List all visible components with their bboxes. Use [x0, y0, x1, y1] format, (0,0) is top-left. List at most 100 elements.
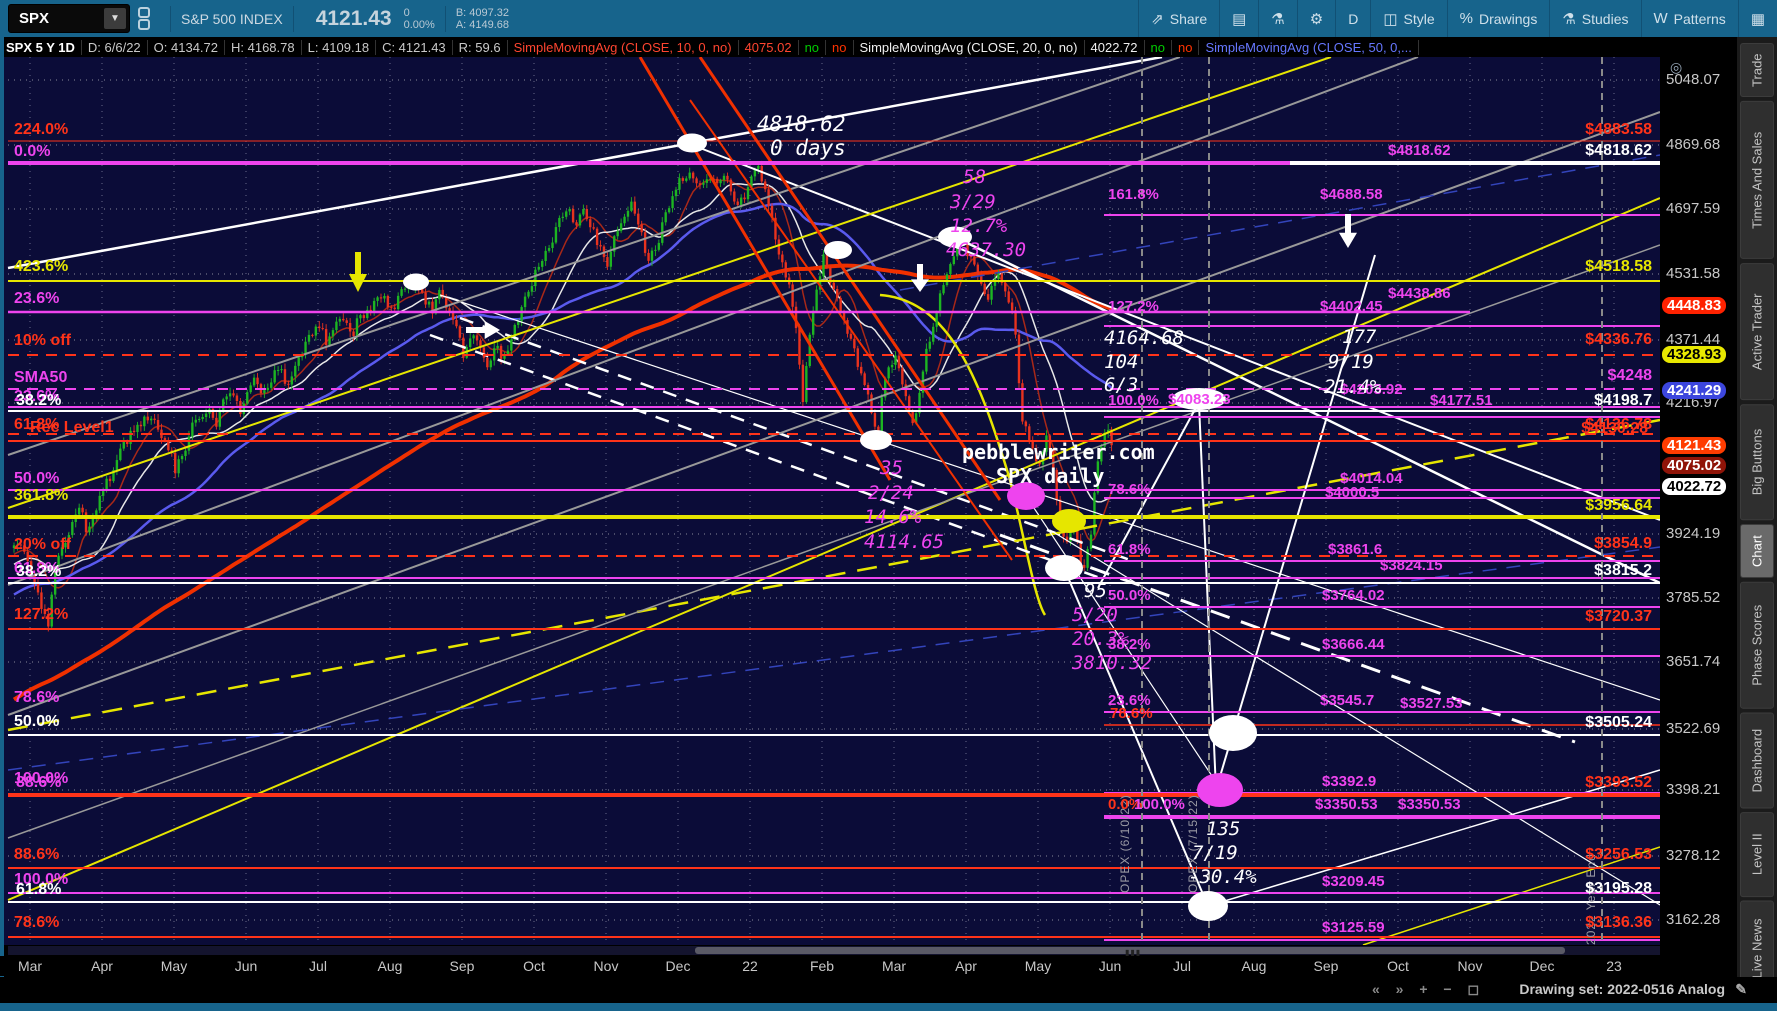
axis-tick: 4869.68	[1666, 136, 1721, 153]
chart-annotation: 95	[1084, 580, 1107, 602]
drawings-button[interactable]: % Drawings	[1446, 0, 1550, 37]
price-level-label: 50.0%	[1108, 587, 1151, 604]
scrollbar-thumb[interactable]: ▮▮▮	[695, 947, 1565, 957]
chart-annotation: 4114.65	[864, 531, 945, 553]
month-label: May	[1024, 958, 1052, 974]
fib-level-label-left: 61.8%	[14, 560, 60, 577]
watermark-text: SPX daily	[996, 464, 1105, 488]
fib-level-label-left: 100.0%	[14, 871, 69, 888]
month-label: Aug	[1241, 958, 1267, 974]
axis-tick: 3924.19	[1666, 525, 1721, 542]
month-label: Mar	[881, 958, 907, 974]
fib-level-label-left: 61.8%	[16, 881, 62, 898]
sidebar-tab-level-ii[interactable]: Level II	[1740, 812, 1774, 898]
month-label: Nov	[1457, 958, 1483, 974]
month-label: 22	[742, 958, 758, 974]
sidebar-tab-phase-scores[interactable]: Phase Scores	[1740, 582, 1774, 709]
studies-button[interactable]: ⚗ Studies	[1549, 0, 1640, 37]
symbol-dropdown[interactable]: SPX ▼	[8, 4, 130, 33]
price-level-label: $4177.51	[1430, 392, 1493, 409]
axis-tick: 3522.69	[1666, 720, 1721, 737]
fib-level-label-left: 423.6%	[14, 258, 69, 275]
patterns-button[interactable]: W Patterns	[1640, 0, 1738, 37]
status-bar: « » + − ◻ Drawing set: 2022-0516 Analog …	[0, 977, 1777, 1003]
price-level-label-right: $3256.53	[1585, 846, 1652, 863]
chart-annotation: 3/29	[950, 191, 996, 213]
link-icon[interactable]	[138, 7, 150, 30]
price-level-label-right: $3505.24	[1585, 714, 1652, 731]
share-button-label: Share	[1169, 10, 1208, 27]
share-button[interactable]: ⇗ Share	[1138, 0, 1219, 37]
header-segment: SimpleMovingAvg (CLOSE, 10, 0, no)	[508, 39, 739, 55]
chart-annotation: 4164.68	[1104, 327, 1185, 349]
header-segment: D: 6/6/22	[82, 39, 148, 55]
fib-level-label-left: 88.6%	[16, 774, 62, 791]
sidebar-tab-dashboard[interactable]: Dashboard	[1740, 712, 1774, 809]
change-percent: 0.00%	[403, 18, 435, 31]
grid-button[interactable]: ▦	[1737, 0, 1777, 37]
price-level-label: $3350.53	[1315, 796, 1378, 813]
price-level-label: 0.0%	[1108, 796, 1143, 813]
month-label: Jun	[234, 958, 258, 974]
chevron-down-icon[interactable]: ▼	[104, 8, 126, 29]
header-segment: no	[1145, 39, 1172, 55]
candlestick-chart[interactable]: OPEX (6/10/22) OPEX (7/15/22) 2022 Year En…	[0, 0, 1660, 1011]
gear-icon: ⚙	[1309, 10, 1324, 28]
sidebar-tab-times-and-sales[interactable]: Times And Sales	[1740, 100, 1774, 259]
horizontal-scrollbar[interactable]: ▮▮▮	[8, 946, 1660, 957]
timeframe-button-label: D	[1348, 10, 1359, 27]
sidebar-tab-trade[interactable]: Trade	[1740, 43, 1774, 97]
fib-level-label-left: 61.8%	[14, 416, 60, 433]
sidebar-tab-chart[interactable]: Chart	[1740, 524, 1774, 579]
price-level-label: $3824.15	[1380, 557, 1443, 574]
price-level-label: $4083.23	[1168, 391, 1231, 408]
price-level-label-right: $3136.36	[1585, 914, 1652, 931]
fib-level-label-left: 23.6%	[14, 290, 60, 307]
style-button[interactable]: ◫ Style	[1370, 0, 1446, 37]
price-level-label-right: $4518.58	[1585, 258, 1652, 275]
price-axis[interactable]: ◎ 5048.07 4869.68 4697.59 4531.58 4371.44 421…	[1660, 57, 1737, 1003]
month-label: Oct	[523, 958, 545, 974]
month-label: Feb	[809, 958, 835, 974]
price-level-label: $4818.62	[1388, 142, 1451, 159]
header-segment: no	[799, 39, 827, 55]
chart-annotation: 12.7%	[950, 215, 1008, 237]
header-segment: H: 4168.78	[225, 39, 302, 55]
header-segment: 4075.02	[739, 39, 799, 55]
price-level-label: $3209.45	[1322, 873, 1385, 890]
style-icon: ◫	[1383, 10, 1398, 28]
header-segment: O: 4134.72	[148, 39, 225, 55]
symbol-value: SPX	[19, 10, 50, 27]
axis-tick: 4697.59	[1666, 200, 1721, 217]
fib-level-label-left: 78.6%	[14, 689, 60, 706]
header-segment: no	[1172, 39, 1200, 55]
analyze-button[interactable]: ⚗	[1258, 0, 1296, 37]
chart-annotation: -30.4%	[1188, 866, 1257, 888]
price-level-label-right: $3956.64	[1585, 497, 1652, 514]
fib-level-label-left: 38.2%	[16, 392, 62, 409]
price-bubble: 4241.29	[1662, 382, 1727, 399]
time-axis[interactable]: Mar Apr May Jun Jul Aug Sep Oct Nov Dec 22 Feb Mar Ap…	[0, 956, 1660, 976]
left-window-edge	[0, 37, 4, 1003]
notes-button[interactable]: ▤	[1219, 0, 1258, 37]
price-level-label: $4438.86	[1388, 285, 1451, 302]
pencil-icon[interactable]: ✎	[1735, 981, 1747, 997]
drawing-set-label: Drawing set: 2022-0516 Analog	[1519, 981, 1725, 997]
price-level-label-right: $4336.76	[1585, 331, 1652, 348]
pan-zoom-icons[interactable]: « » + − ◻	[1372, 981, 1486, 997]
sidebar-tab-active-trader[interactable]: Active Trader	[1740, 262, 1774, 400]
month-label: Mar	[17, 958, 43, 974]
settings-button[interactable]: ⚙	[1296, 0, 1335, 37]
price-level-label-right: $3815.2	[1594, 562, 1652, 579]
chart-annotation: 5/20	[1072, 604, 1118, 626]
bid-value: B: 4097.32	[455, 6, 510, 19]
fib-level-label-left: 23.6%	[14, 388, 60, 405]
fib-level-label-left: 100.0%	[14, 770, 69, 787]
chart-annotation: 135	[1206, 818, 1241, 840]
sidebar-tab-big-buttons[interactable]: Big Buttons	[1740, 403, 1774, 521]
price-level-label-right: $3393.52	[1585, 774, 1652, 791]
flask-icon: ⚗	[1271, 10, 1285, 28]
month-label: Sep	[1313, 958, 1339, 974]
header-segment: L: 4109.18	[302, 39, 377, 55]
timeframe-button[interactable]: D	[1335, 0, 1370, 37]
